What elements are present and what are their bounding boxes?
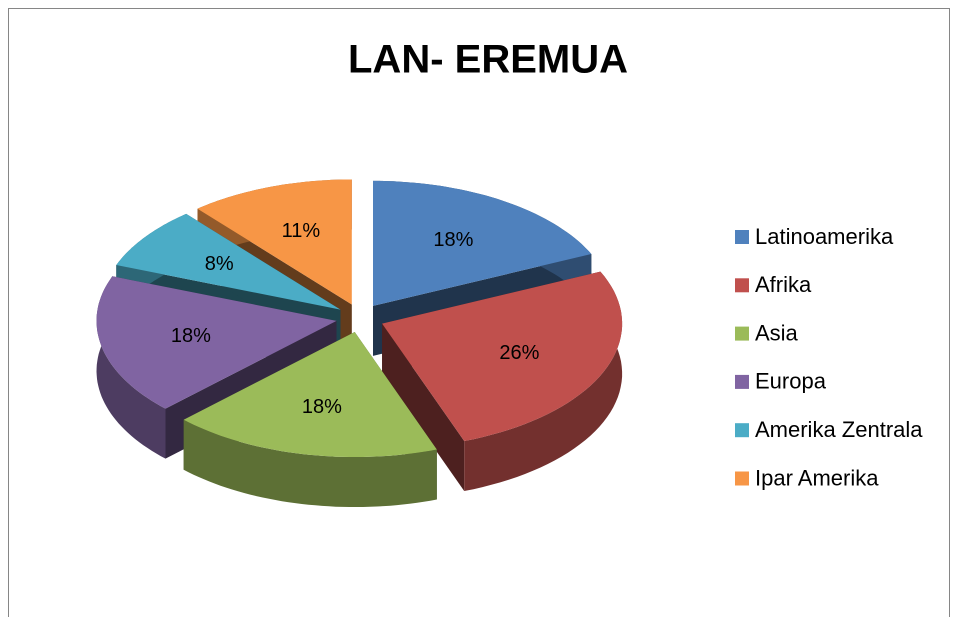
legend-swatch [735, 423, 749, 438]
data-label: 8% [205, 253, 234, 275]
slice-side-wall [382, 323, 465, 491]
slice-top [183, 332, 437, 457]
slice-outer-wall [464, 271, 623, 491]
legend-label: Europa [755, 369, 827, 394]
legend-swatch [735, 278, 749, 293]
slice-top [373, 180, 592, 306]
data-label: 18% [171, 325, 211, 347]
data-label: 11% [282, 220, 321, 242]
legend-swatch [735, 326, 749, 341]
legend-swatch [735, 471, 749, 486]
legend-label: Latinoamerika [755, 224, 894, 249]
data-label: 26% [499, 342, 539, 364]
slice-top [96, 276, 337, 409]
slice-top [197, 179, 352, 305]
slice-top [116, 213, 341, 310]
legend-swatch [735, 374, 749, 389]
data-label: 18% [433, 229, 473, 251]
chart-title: LAN- EREMUA [348, 38, 628, 82]
legend-label: Asia [755, 320, 799, 345]
legend-label: Afrika [755, 272, 812, 297]
slice-top [382, 271, 623, 441]
slice: 26% [382, 271, 623, 491]
legend-swatch [735, 230, 749, 244]
data-label: 18% [302, 396, 342, 418]
slice: 18% [183, 332, 437, 507]
legend-label: Amerika Zentrala [755, 417, 923, 442]
slice-outer-wall [96, 276, 166, 459]
legend-label: Ipar Amerika [755, 465, 879, 490]
slice-outer-wall [183, 419, 437, 507]
